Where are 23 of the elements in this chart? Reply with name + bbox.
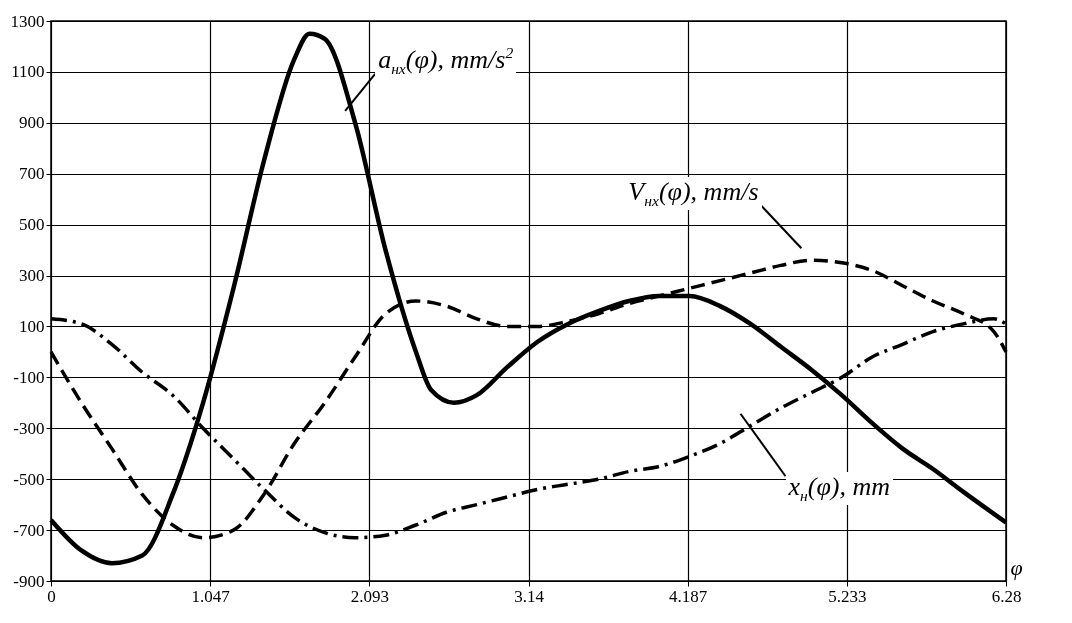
y-tick-label: -900	[13, 571, 45, 591]
y-tick-label: 300	[19, 266, 45, 286]
y-tick-label: -100	[13, 367, 45, 387]
y-tick-label: -700	[13, 520, 45, 540]
x-axis-title: φ	[1010, 554, 1023, 580]
x-tick-label: 4.187	[669, 586, 708, 606]
y-tick-label: -500	[13, 469, 45, 489]
y-tick-label: 900	[19, 113, 45, 133]
x-tick-label: 2.093	[350, 586, 389, 606]
y-tick-label: 100	[19, 316, 45, 336]
y-tick-label: 500	[19, 215, 45, 235]
annotation: x$_{н}$(φ), mm	[785, 472, 894, 506]
y-tick-label: 1100	[11, 62, 45, 82]
x-tick-label: 6.28	[991, 586, 1022, 606]
y-tick-label: 700	[19, 164, 45, 184]
annotation: a$_{нх}$(φ), mm/s$^{2}$	[375, 43, 517, 78]
y-tick-label: -300	[13, 418, 45, 438]
annotation: V$_{нх}$(φ), mm/s	[625, 176, 762, 210]
x-tick-label: 5.233	[828, 586, 867, 606]
x-tick-label: 0	[47, 586, 56, 606]
x-tick-label: 3.14	[514, 586, 545, 606]
x-tick-label: 1.047	[191, 586, 231, 606]
y-tick-label: 1300	[10, 11, 45, 31]
